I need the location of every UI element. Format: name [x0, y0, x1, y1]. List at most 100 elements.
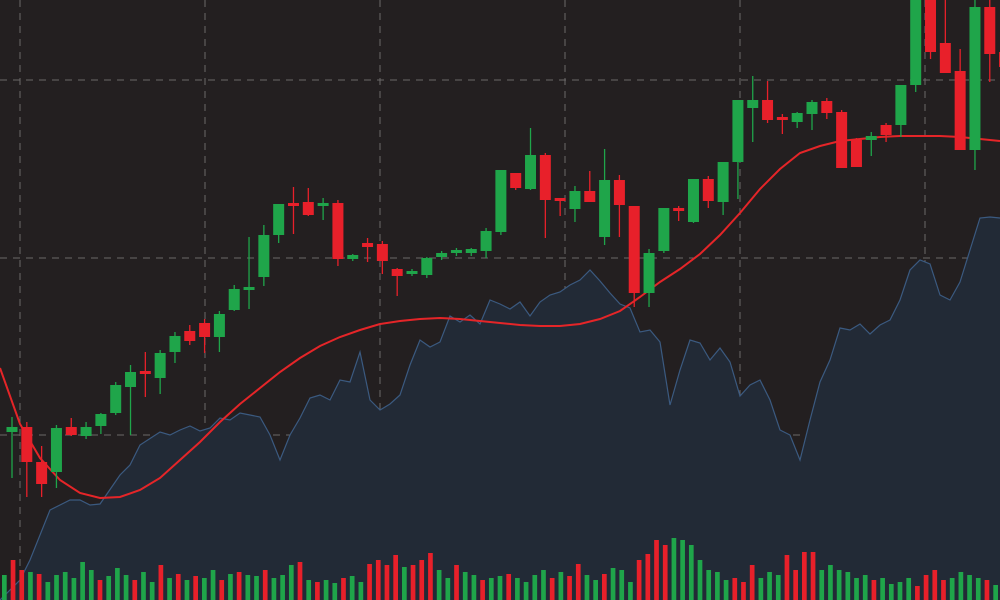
candle-body — [702, 179, 714, 201]
candle — [762, 81, 774, 123]
candle — [450, 248, 462, 256]
volume-bar — [680, 540, 685, 600]
volume-bar — [480, 580, 485, 600]
candle-body — [125, 372, 137, 387]
candle-body — [539, 155, 551, 200]
candle — [362, 238, 374, 262]
volume-bar — [749, 565, 755, 600]
volume-bar — [193, 576, 198, 600]
volume-bar — [758, 578, 764, 600]
volume-bar — [488, 578, 494, 600]
volume-bar — [228, 574, 233, 600]
candle-body — [273, 204, 285, 235]
volume-bar — [436, 570, 442, 600]
candle — [495, 170, 507, 235]
volume-bar — [497, 576, 503, 600]
volume-bar — [584, 575, 590, 600]
volume-bar — [784, 555, 790, 600]
candle — [169, 332, 181, 363]
volume-bar — [654, 540, 659, 600]
volume-bar — [158, 565, 164, 600]
candle — [258, 225, 270, 286]
volume-bar — [871, 580, 877, 600]
volume-bar — [810, 552, 816, 600]
volume-bar — [280, 575, 285, 600]
volume-bar — [454, 565, 459, 600]
volume-bar — [767, 572, 772, 600]
volume-bar — [897, 582, 903, 600]
volume-bar — [141, 572, 146, 600]
candle — [628, 206, 640, 307]
volume-bar — [123, 575, 129, 600]
volume-bar — [288, 565, 294, 600]
volume-bar — [975, 578, 981, 600]
volume-bar — [254, 576, 259, 600]
candle-body — [510, 173, 522, 188]
volume-bar — [715, 572, 720, 600]
candle — [658, 208, 670, 253]
candle-body — [821, 101, 833, 113]
candle — [569, 186, 581, 222]
volume-bars — [2, 538, 998, 600]
candle-body — [643, 253, 655, 293]
candle-body — [762, 100, 774, 120]
volume-bar — [245, 575, 251, 600]
candle — [80, 422, 92, 439]
candle — [554, 198, 566, 216]
candle — [539, 153, 551, 238]
volume-bar — [567, 576, 572, 600]
candle — [984, 0, 996, 82]
candle-body — [95, 414, 107, 426]
volume-bar — [845, 572, 851, 600]
candle-body — [139, 371, 151, 374]
volume-bar — [419, 560, 425, 600]
candle-body — [332, 203, 344, 259]
candle-body — [687, 179, 699, 222]
volume-bar — [619, 570, 625, 600]
candle-body — [228, 289, 240, 310]
candle-body — [836, 112, 848, 168]
volume-bar — [506, 574, 512, 600]
volume-bar — [167, 578, 172, 600]
volume-bar — [741, 582, 746, 600]
candle — [643, 249, 655, 307]
candle — [332, 200, 344, 266]
candle-body — [747, 100, 759, 108]
volume-bar — [549, 578, 555, 600]
volume-bar — [541, 570, 546, 600]
volume-bar — [428, 553, 433, 600]
volume-bar — [880, 578, 885, 600]
candle — [702, 176, 714, 208]
volume-bar — [828, 565, 833, 600]
candle-body — [317, 203, 329, 206]
area-series — [0, 216, 1000, 600]
volume-bar — [984, 580, 990, 600]
volume-bar — [775, 575, 781, 600]
candle — [895, 85, 907, 137]
candle — [673, 206, 685, 221]
candle — [21, 422, 33, 497]
volume-bar — [71, 578, 77, 600]
candlesticks — [6, 0, 1000, 497]
volume-bar — [593, 580, 598, 600]
volume-bar — [941, 580, 946, 600]
candle — [510, 173, 522, 190]
volume-bar — [923, 575, 929, 600]
volume-bar — [793, 570, 798, 600]
volume-bar — [358, 582, 364, 600]
volume-bar — [645, 554, 651, 600]
volume-bar — [932, 570, 938, 600]
candle-body — [850, 140, 862, 167]
volume-bar — [36, 574, 42, 600]
candle-body — [628, 206, 640, 293]
candle — [228, 285, 240, 311]
volume-bar — [19, 570, 25, 600]
volume-bar — [149, 582, 155, 600]
volume-bar — [115, 568, 120, 600]
candle — [139, 352, 151, 397]
volume-bar — [349, 576, 355, 600]
volume-bar — [732, 578, 738, 600]
candle-body — [80, 427, 92, 436]
volume-bar — [862, 575, 868, 600]
